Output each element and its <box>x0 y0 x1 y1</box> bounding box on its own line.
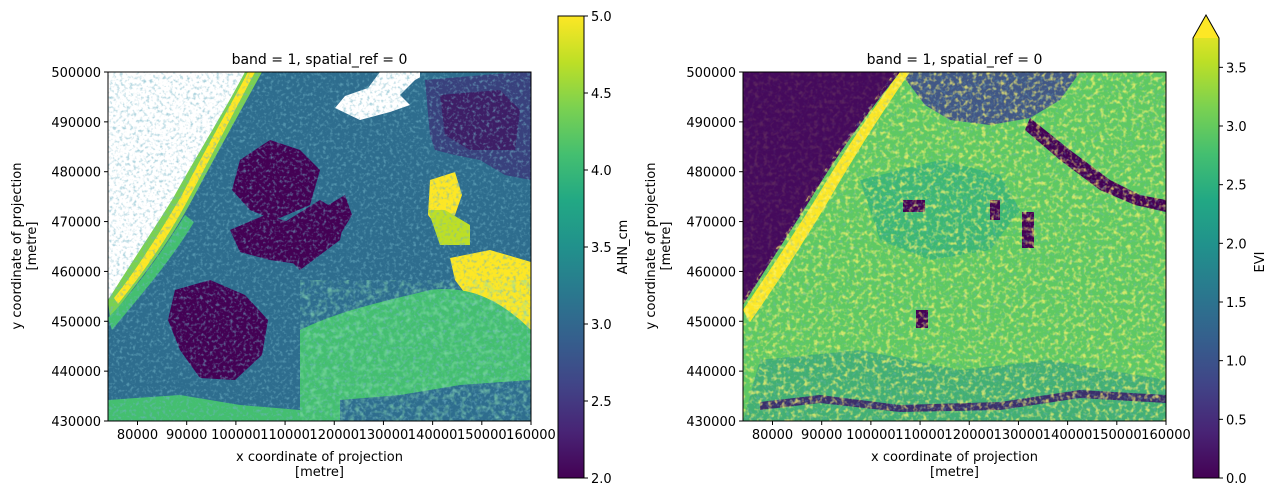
evi-colorbar-ticks: 0.0 0.5 1.0 1.5 2.0 2.5 3.0 3.5 <box>1219 61 1247 487</box>
x-tick-label: 150000 <box>1092 428 1142 443</box>
ahn-colorbar-ticks: 2.0 2.5 3.0 3.5 4.0 4.5 5.0 <box>584 10 612 487</box>
evi-colorbar-label: EVI <box>1253 252 1268 273</box>
evi-xlabel: x coordinate of projection <box>871 450 1038 465</box>
ahn-map-title: band = 1, spatial_ref = 0 <box>232 52 408 68</box>
y-tick-label: 460000 <box>686 265 736 280</box>
x-tick-label: 160000 <box>1141 428 1191 443</box>
y-tick-label: 490000 <box>686 116 736 131</box>
y-tick-label: 460000 <box>51 265 101 280</box>
ahn-raster <box>108 72 531 421</box>
evi-xlabel-unit: [metre] <box>930 465 979 480</box>
y-tick-label: 440000 <box>686 365 736 380</box>
ahn-xlabel: x coordinate of projection <box>236 450 403 465</box>
y-tick-label: 430000 <box>686 415 736 430</box>
evi-raster <box>743 72 1166 421</box>
colorbar-tick-label: 2.5 <box>591 395 612 410</box>
evi-colorbar <box>1193 15 1219 478</box>
colorbar-tick-label: 3.0 <box>1226 120 1247 135</box>
colorbar-tick-label: 0.5 <box>1226 413 1247 428</box>
y-tick-label: 430000 <box>51 415 101 430</box>
y-tick-label: 480000 <box>686 166 736 181</box>
evi-axis-ticks: 80000 90000 100000 110000 120000 130000 140000… <box>686 66 1190 443</box>
x-tick-label: 110000 <box>895 428 945 443</box>
x-tick-label: 100000 <box>211 428 261 443</box>
colorbar-tick-label: 4.5 <box>591 87 612 102</box>
colorbar-tick-label: 2.0 <box>591 472 612 487</box>
x-tick-label: 80000 <box>117 428 158 443</box>
colorbar-tick-label: 1.5 <box>1226 296 1247 311</box>
colorbar-tick-label: 3.5 <box>591 241 612 256</box>
x-tick-label: 160000 <box>506 428 556 443</box>
ahn-axis-ticks: 80000 90000 100000 110000 120000 130000 140000… <box>51 66 555 443</box>
x-tick-label: 140000 <box>1043 428 1093 443</box>
y-tick-label: 450000 <box>51 315 101 330</box>
colorbar-tick-label: 1.0 <box>1226 355 1247 370</box>
y-tick-label: 470000 <box>686 216 736 231</box>
evi-map-panel: band = 1, spatial_ref = 0 80000 90000 100 <box>644 13 1268 487</box>
y-tick-label: 440000 <box>51 365 101 380</box>
evi-ylabel: y coordinate of projection <box>644 163 659 330</box>
ahn-axes-frame <box>107 71 532 422</box>
ahn-colorbar-label: AHN_cm <box>616 220 631 275</box>
ahn-xlabel-unit: [metre] <box>295 465 344 480</box>
x-tick-label: 90000 <box>166 428 207 443</box>
colorbar-tick-label: 0.0 <box>1226 472 1247 487</box>
ahn-ylabel: y coordinate of projection <box>10 163 25 330</box>
ahn-map-panel: band = 1, spatial_ref = 0 <box>10 10 631 487</box>
x-tick-label: 150000 <box>457 428 507 443</box>
ahn-ylabel-unit: [metre] <box>25 222 40 271</box>
colorbar-tick-label: 3.5 <box>1226 61 1247 76</box>
evi-colorbar-extend-max <box>1193 15 1219 38</box>
x-tick-label: 120000 <box>309 428 359 443</box>
evi-axes-frame <box>742 71 1167 422</box>
colorbar-tick-label: 2.0 <box>1226 237 1247 252</box>
x-tick-label: 80000 <box>752 428 793 443</box>
x-tick-label: 90000 <box>801 428 842 443</box>
colorbar-tick-label: 5.0 <box>591 10 612 25</box>
y-tick-label: 500000 <box>686 66 736 81</box>
colorbar-tick-label: 3.0 <box>591 318 612 333</box>
x-tick-label: 110000 <box>260 428 310 443</box>
y-tick-label: 470000 <box>51 216 101 231</box>
x-tick-label: 130000 <box>994 428 1044 443</box>
x-tick-label: 100000 <box>846 428 896 443</box>
colorbar-tick-label: 2.5 <box>1226 179 1247 194</box>
ahn-colorbar <box>557 15 585 479</box>
x-tick-label: 130000 <box>359 428 409 443</box>
evi-map-title: band = 1, spatial_ref = 0 <box>867 52 1043 68</box>
y-tick-label: 490000 <box>51 116 101 131</box>
colorbar-tick-label: 4.0 <box>591 164 612 179</box>
y-tick-label: 450000 <box>686 315 736 330</box>
x-tick-label: 120000 <box>944 428 994 443</box>
y-tick-label: 480000 <box>51 166 101 181</box>
x-tick-label: 140000 <box>408 428 458 443</box>
evi-ylabel-unit: [metre] <box>659 222 674 271</box>
evi-colorbar-outline <box>1192 13 1220 479</box>
y-tick-label: 500000 <box>51 66 101 81</box>
